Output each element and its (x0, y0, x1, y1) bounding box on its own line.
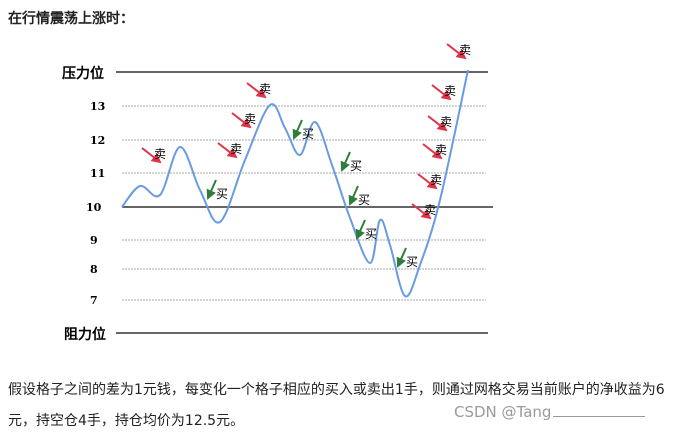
sell-arrow (411, 203, 432, 220)
sell-marker: 卖 (459, 43, 471, 57)
level-label: 11 (90, 167, 105, 180)
sell-arrow (417, 173, 438, 190)
buy-arrow (340, 151, 351, 172)
sell-marker: 卖 (154, 147, 166, 161)
pressure-label: 压力位 (62, 65, 104, 82)
buy-arrow (206, 179, 217, 200)
sell-marker: 卖 (435, 143, 447, 157)
sell-arrow (217, 142, 238, 159)
price-curve (121, 69, 469, 298)
level-label: 10 (86, 201, 102, 214)
watermark-text: CSDN @Tang (454, 403, 552, 421)
buy-marker: 买 (358, 193, 370, 207)
level-label: 12 (90, 134, 105, 147)
heading: 在行情震荡上涨时： (8, 11, 134, 27)
buy-arrow (292, 119, 303, 140)
sell-marker: 卖 (444, 84, 456, 98)
sell-arrow (141, 147, 162, 164)
buy-arrow (348, 185, 359, 206)
buy-marker: 买 (406, 255, 418, 269)
sell-marker: 卖 (424, 203, 436, 217)
watermark-line (553, 416, 646, 417)
buy-marker: 买 (302, 127, 314, 141)
watermark: CSDN @Tang (454, 403, 646, 421)
buy-marker: 买 (216, 187, 228, 201)
level-label: 9 (90, 234, 98, 247)
paragraph: 假设格子之间的差为1元钱，每变化一个格子相应的买入或卖出1手，则通过网格交易当前… (8, 382, 665, 429)
sell-arrow (231, 112, 252, 129)
sell-arrow (427, 115, 448, 132)
sell-marker: 卖 (430, 173, 442, 187)
sell-marker: 卖 (244, 112, 256, 126)
buy-arrow (355, 219, 366, 240)
sell-arrow (246, 82, 267, 99)
sell-marker: 卖 (440, 115, 452, 129)
sell-arrow (431, 84, 452, 101)
sell-marker: 卖 (230, 142, 242, 156)
level-label: 7 (90, 294, 98, 307)
buy-marker: 买 (365, 227, 377, 241)
level-label: 8 (90, 263, 98, 276)
buy-marker: 买 (350, 159, 362, 173)
sell-arrow (422, 143, 443, 160)
sell-marker: 卖 (259, 82, 271, 96)
sell-arrow (446, 43, 467, 60)
level-label: 13 (90, 100, 105, 113)
buy-arrow (396, 247, 407, 268)
support-label: 阻力位 (64, 326, 106, 343)
